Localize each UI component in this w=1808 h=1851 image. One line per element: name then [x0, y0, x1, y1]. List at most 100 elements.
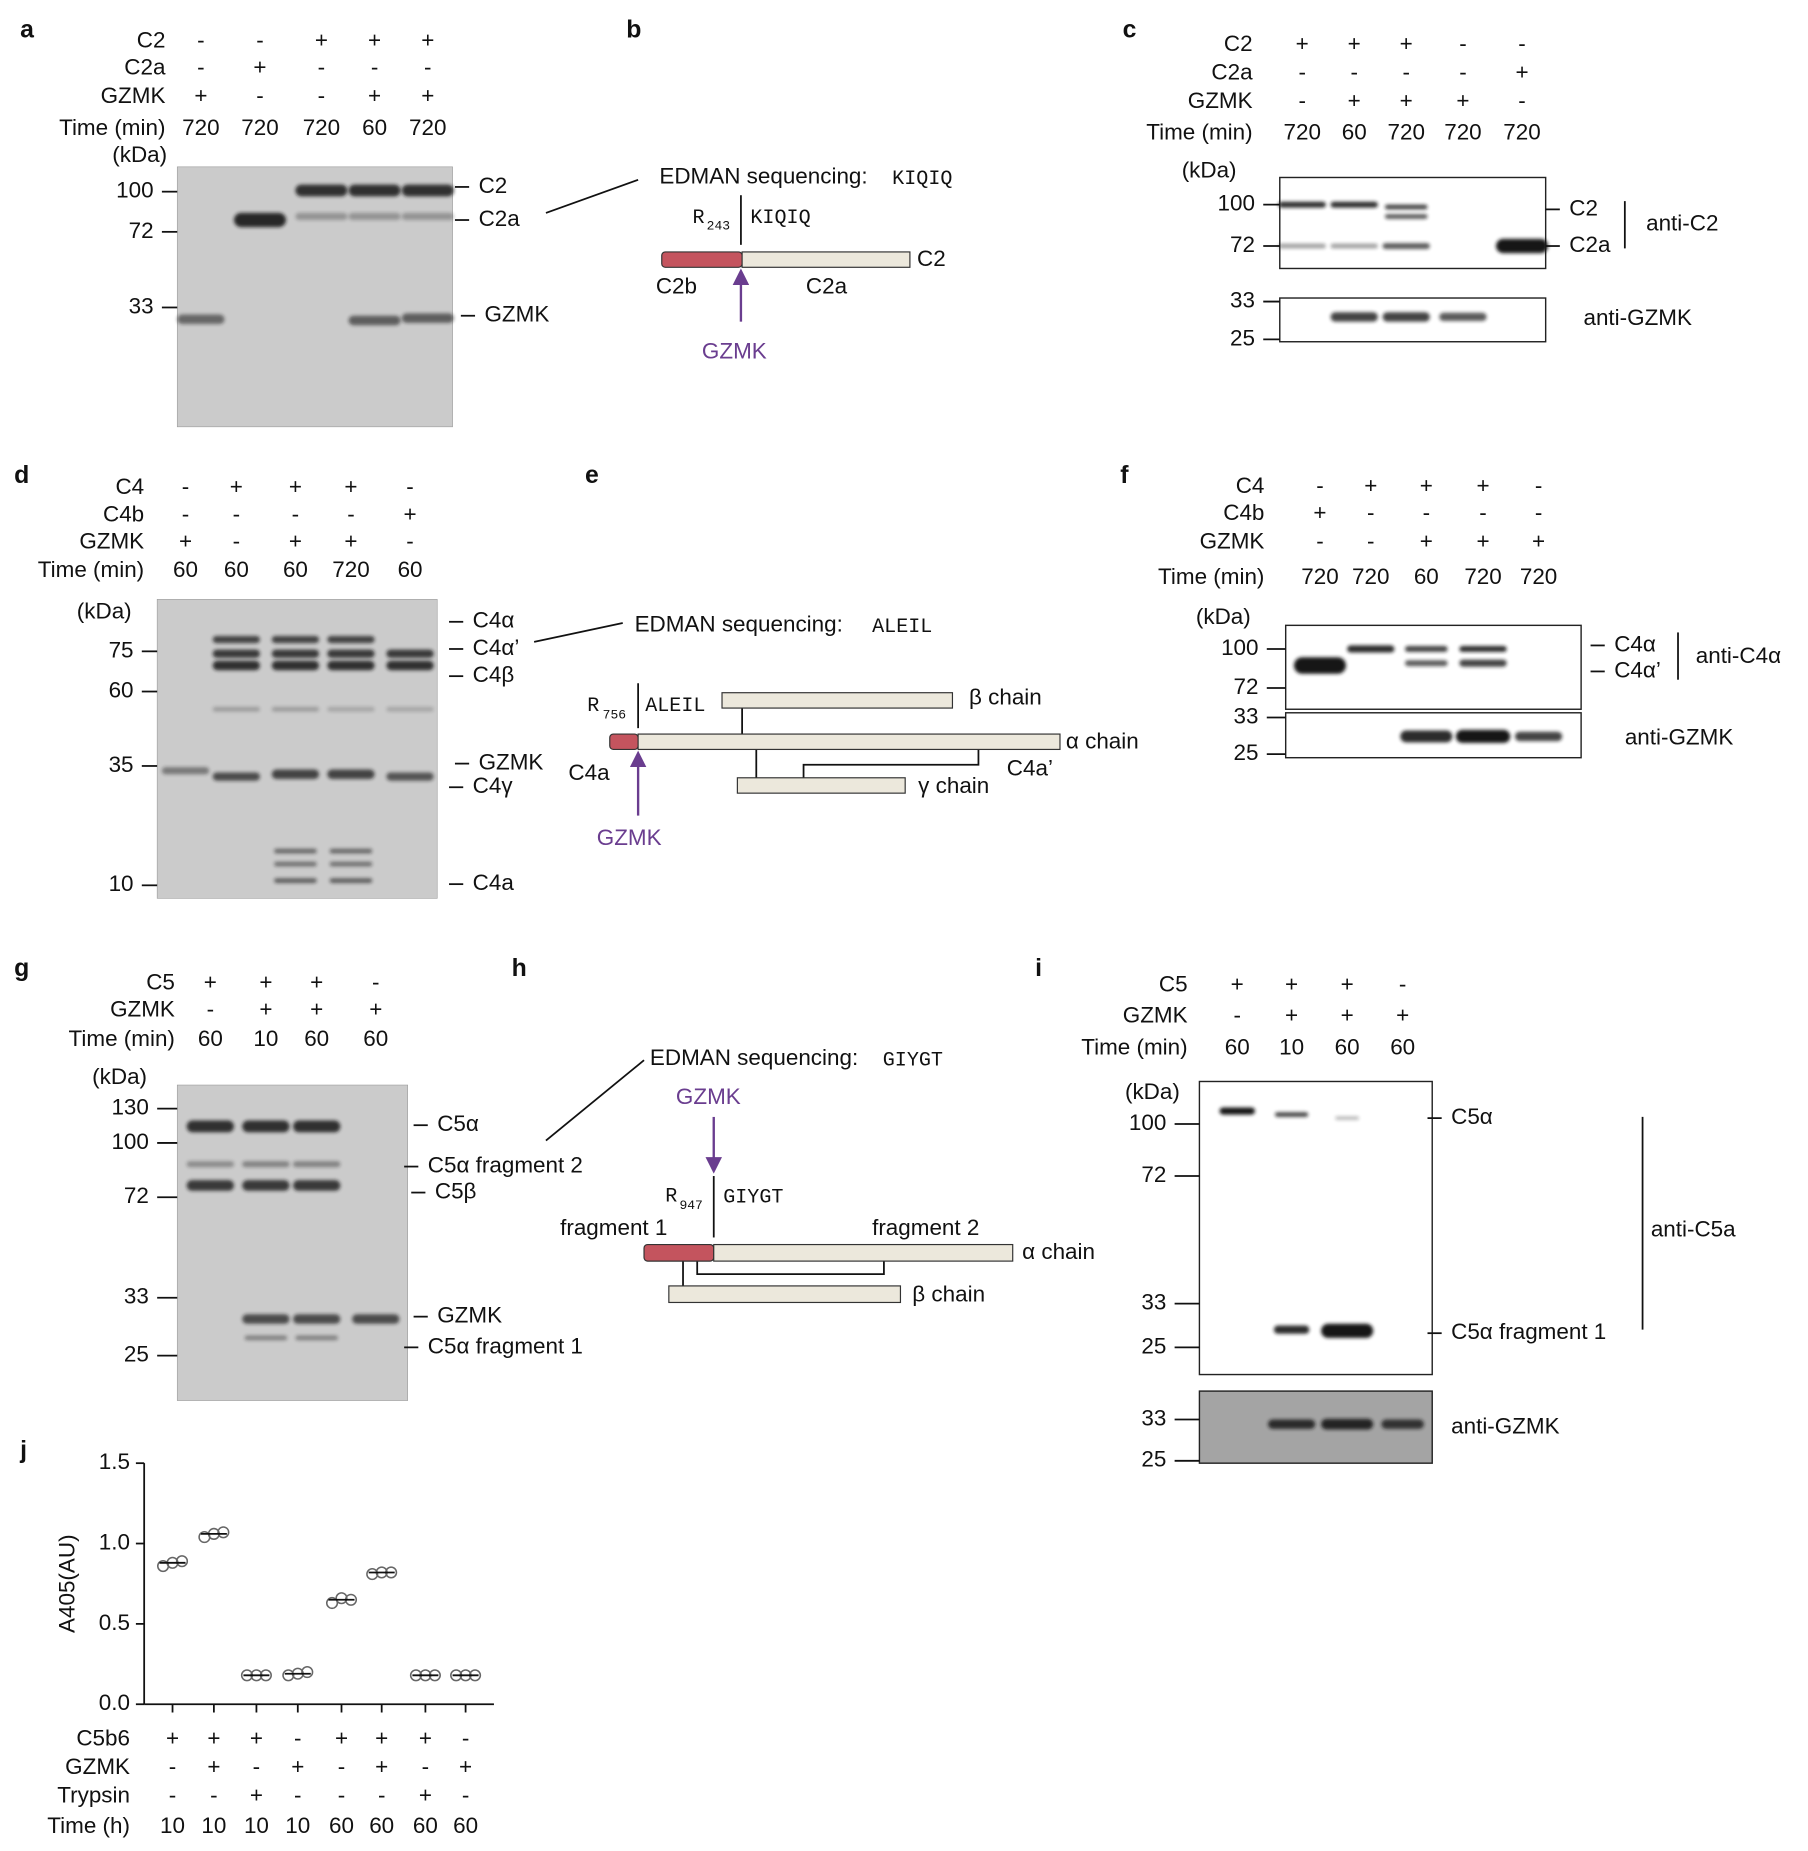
gel-band [271, 649, 320, 658]
condition-value: + [1476, 529, 1489, 554]
condition-value: - [233, 529, 240, 554]
condition-value: - [233, 501, 240, 526]
condition-value: + [1313, 500, 1326, 525]
marker-label: 72 [124, 1183, 149, 1208]
condition-value: - [378, 1782, 385, 1807]
gel-band [348, 184, 401, 197]
gel-band [1330, 201, 1378, 208]
gel-band [1273, 1325, 1310, 1334]
edman-seq: GIYGT [883, 1050, 943, 1073]
condition-label: Time (min) [69, 1026, 175, 1051]
chain-bar [668, 1285, 902, 1304]
band-label: GZMK [479, 750, 544, 775]
gel-band [186, 1120, 234, 1133]
marker-label: 25 [1141, 1447, 1166, 1472]
gel-band [1275, 1112, 1309, 1117]
gel-band [1405, 660, 1448, 667]
condition-value: - [210, 1782, 217, 1807]
condition-value: + [253, 55, 266, 80]
condition-value: 720 [1388, 120, 1425, 145]
replicate-dot [335, 1592, 348, 1605]
condition-value: - [182, 474, 189, 499]
panel-letter: a [20, 17, 34, 44]
replicate-dot [301, 1666, 314, 1679]
gel-band [293, 1161, 341, 1168]
band-label: C5α fragment 1 [428, 1333, 583, 1358]
gel-band [295, 212, 348, 221]
condition-value: + [310, 969, 323, 994]
gel-band [212, 635, 260, 644]
condition-value: - [462, 1726, 469, 1751]
gel-band [1335, 1116, 1359, 1120]
fragment-label: C2b [656, 273, 697, 298]
disulfide [696, 1261, 885, 1275]
gel-band [1384, 214, 1428, 219]
gel-band [401, 184, 454, 197]
gel-band [212, 772, 260, 781]
gel-band [1405, 646, 1448, 652]
replicate-dot [282, 1669, 295, 1682]
condition-value: - [371, 55, 378, 80]
condition-label: Time (min) [1158, 564, 1264, 589]
band-label: C4α [1614, 631, 1656, 656]
gel-band [327, 769, 375, 779]
site-seq: GIYGT [723, 1187, 783, 1210]
protease-label: GZMK [702, 338, 767, 363]
condition-label: C4b [1223, 500, 1264, 525]
gel-band [329, 878, 373, 883]
condition-value: - [347, 501, 354, 526]
condition-label: GZMK [1123, 1002, 1188, 1027]
gel-band [329, 861, 373, 867]
marker-label: 33 [124, 1284, 149, 1309]
condition-value: + [259, 997, 272, 1022]
condition-value: + [315, 28, 328, 53]
condition-value: + [1476, 473, 1489, 498]
condition-value: 720 [1503, 120, 1540, 145]
condition-value: - [1518, 31, 1525, 56]
antibody-label: anti-GZMK [1583, 305, 1691, 330]
gel-band [177, 314, 225, 325]
blot-image [1198, 1080, 1433, 1376]
band-label: GZMK [437, 1303, 502, 1328]
gel-band [327, 649, 375, 658]
site-residue: R [587, 695, 599, 718]
gel-band [271, 635, 320, 644]
condition-value: 10 [244, 1813, 269, 1838]
condition-value: - [318, 55, 325, 80]
condition-label: C4b [103, 501, 144, 526]
gel-band [1293, 657, 1346, 674]
band-label: C5α fragment 1 [1451, 1319, 1606, 1344]
chain-bar [637, 733, 1061, 751]
condition-label: GZMK [1188, 88, 1253, 113]
gel-band [1514, 731, 1563, 742]
gel-band [1330, 312, 1378, 322]
condition-label: C4 [1236, 473, 1265, 498]
marker-label: 10 [109, 871, 134, 896]
gel-band [161, 767, 210, 775]
condition-value: - [1423, 500, 1430, 525]
condition-value: + [1285, 1002, 1298, 1027]
condition-value: 60 [1225, 1034, 1250, 1059]
chain-bar [736, 777, 906, 794]
chain-label: C2 [917, 246, 946, 271]
gel-band [1347, 645, 1395, 653]
chain-bar [643, 1243, 715, 1262]
marker-label: 33 [1141, 1405, 1166, 1430]
condition-value: 60 [369, 1813, 394, 1838]
condition-value: 60 [304, 1026, 329, 1051]
replicate-dot [175, 1555, 189, 1568]
condition-value: + [1400, 31, 1413, 56]
gel-band [386, 706, 434, 712]
marker-label: 130 [111, 1095, 148, 1120]
condition-value: - [406, 474, 413, 499]
connector [533, 622, 623, 643]
gel-band [327, 660, 375, 671]
unit-label: (kDa) [112, 142, 167, 167]
condition-label: Time (h) [47, 1813, 130, 1838]
condition-label: Time (min) [38, 557, 144, 582]
marker-label: 60 [109, 677, 134, 702]
gel-band [244, 1335, 288, 1341]
band-label: C4a [473, 870, 515, 895]
gel-band [348, 212, 401, 221]
marker-label: 100 [1218, 191, 1255, 216]
